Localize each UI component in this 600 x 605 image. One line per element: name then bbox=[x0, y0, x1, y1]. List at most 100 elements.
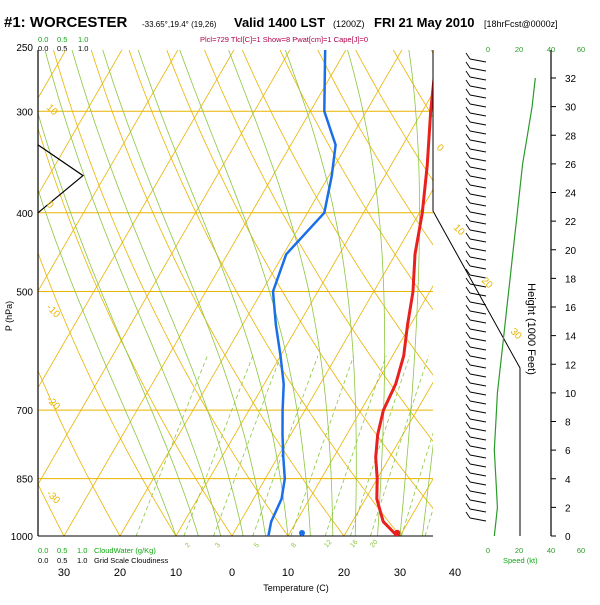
wind-barb bbox=[469, 337, 487, 342]
height-tick-label: 10 bbox=[565, 389, 577, 400]
wind-barb bbox=[469, 346, 487, 351]
utc-time: (1200Z) bbox=[333, 19, 365, 29]
temperature-tick-label: 20 bbox=[338, 567, 350, 579]
wind-barb-flag bbox=[465, 340, 471, 348]
wind-barb bbox=[469, 391, 487, 396]
dry-adiabat-line bbox=[38, 369, 121, 536]
wind-barb-flag bbox=[465, 331, 471, 339]
height-tick-label: 20 bbox=[565, 246, 577, 257]
wind-barb-flag bbox=[465, 124, 471, 132]
wind-barb bbox=[469, 463, 487, 468]
wind-barb bbox=[469, 112, 487, 117]
speed-tick-top: 40 bbox=[547, 45, 555, 54]
mixing-ratio-line bbox=[324, 355, 387, 536]
mixing-ratio-line bbox=[350, 355, 411, 536]
dry-adiabat-line bbox=[204, 50, 433, 442]
forecast-run: [18hrFcst@0000z] bbox=[484, 19, 558, 29]
dry-adiabat-line bbox=[355, 50, 433, 182]
moist-adiabat-line bbox=[422, 442, 433, 536]
dry-adiabat-line bbox=[241, 50, 433, 376]
isotherm-line bbox=[38, 50, 179, 292]
speed-tick-bottom: 60 bbox=[577, 546, 585, 555]
wind-barb-flag bbox=[465, 232, 471, 240]
dry-adiabat-label: 10 bbox=[451, 222, 467, 238]
dry-adiabat-line bbox=[317, 50, 433, 246]
wind-barb bbox=[469, 85, 487, 90]
pressure-tick-label: 500 bbox=[16, 288, 33, 299]
wind-barb-flag bbox=[465, 475, 471, 483]
sounding-params: Plcl=729 Tlcl[C]=1 Show=8 Pwat[cm]=1 Cap… bbox=[200, 35, 368, 44]
wind-barb bbox=[469, 175, 487, 180]
profiles bbox=[267, 50, 433, 536]
isotherm-line bbox=[175, 92, 433, 536]
cloudiness-scale-tick: 0.5 bbox=[57, 556, 67, 565]
cloudiness-scale-tick: 1.0 bbox=[77, 556, 87, 565]
wind-barb-flag bbox=[465, 277, 471, 285]
wind-barb bbox=[469, 76, 487, 81]
moist-adiabat-label: 5 bbox=[253, 542, 261, 550]
dry-adiabat-line bbox=[53, 50, 289, 536]
wind-panel bbox=[432, 50, 556, 537]
panel-boundary bbox=[432, 210, 521, 536]
temperature-tick-label: 20 bbox=[114, 567, 126, 579]
wind-barb bbox=[469, 355, 487, 360]
dry-adiabat-label: 0 bbox=[434, 142, 446, 154]
temperature-line bbox=[374, 73, 433, 536]
speed-label: Speed (kt) bbox=[503, 556, 538, 565]
wind-barb bbox=[469, 166, 487, 171]
pressure-labels: 250 300 400 500 700 850 1000 bbox=[11, 43, 34, 543]
moist-adiabat-label: 16 bbox=[349, 539, 359, 550]
speed-tick-top: 20 bbox=[515, 45, 523, 54]
wind-barb bbox=[469, 238, 487, 243]
dry-adiabat-label: 0 bbox=[44, 199, 56, 211]
wind-barb-flag bbox=[465, 412, 471, 420]
moist-adiabat-label: 3 bbox=[214, 542, 222, 550]
wind-barb bbox=[469, 220, 487, 225]
wind-barb-flag bbox=[465, 358, 471, 366]
pressure-tick-label: 300 bbox=[16, 107, 33, 118]
dry-adiabat-line bbox=[38, 251, 177, 536]
wind-barb-flag bbox=[465, 214, 471, 222]
temperature-tick-label: 0 bbox=[229, 567, 235, 579]
wind-barb bbox=[469, 499, 487, 504]
wind-barb-flag bbox=[465, 250, 471, 258]
dry-adiabat-line bbox=[128, 50, 401, 536]
wind-barb-flag bbox=[465, 484, 471, 492]
wind-barb-flag bbox=[465, 394, 471, 402]
wind-barb-flag bbox=[465, 97, 471, 105]
dry-adiabat-line bbox=[279, 50, 433, 311]
mixing-ratio-line bbox=[290, 355, 355, 536]
height-tick-label: 18 bbox=[565, 274, 577, 285]
wind-barb-flag bbox=[465, 142, 471, 150]
wind-barb bbox=[469, 274, 487, 279]
wind-barb-flag bbox=[465, 178, 471, 186]
wind-barb bbox=[469, 139, 487, 144]
height-tick-label: 8 bbox=[565, 418, 571, 429]
dry-adiabat-label: -10 bbox=[44, 302, 62, 320]
background-lines bbox=[0, 33, 433, 554]
moist-adiabat-line bbox=[71, 50, 244, 536]
moist-adiabat-line bbox=[44, 50, 222, 536]
speed-ticks-bottom: 0 20 40 60 bbox=[486, 546, 585, 555]
wind-barb bbox=[469, 58, 487, 63]
moist-adiabat-line bbox=[347, 50, 386, 536]
wind-barb-flag bbox=[465, 511, 471, 519]
wind-barb-flag bbox=[465, 493, 471, 501]
wind-barb bbox=[469, 256, 487, 261]
temperature-tick-label: 10 bbox=[282, 567, 294, 579]
pressure-tick-label: 850 bbox=[16, 475, 33, 486]
wind-barb bbox=[469, 229, 487, 234]
height-tick-label: 4 bbox=[565, 475, 571, 486]
moist-adiabat-line bbox=[102, 50, 266, 536]
cloud-scale-bottom-tick: 0.0 bbox=[38, 546, 48, 555]
dry-adiabat-line bbox=[0, 33, 16, 554]
speed-ticks-top: 0 20 40 60 bbox=[486, 45, 585, 54]
isotherm-line bbox=[0, 47, 12, 536]
cloudwater-label: CloudWater (g/Kg) bbox=[94, 546, 156, 555]
wind-barb bbox=[469, 247, 487, 252]
wind-barb-flag bbox=[465, 61, 471, 69]
wind-barb-flag bbox=[465, 313, 471, 321]
dry-adiabat-label: 10 bbox=[44, 102, 60, 118]
wind-barb bbox=[469, 373, 487, 378]
